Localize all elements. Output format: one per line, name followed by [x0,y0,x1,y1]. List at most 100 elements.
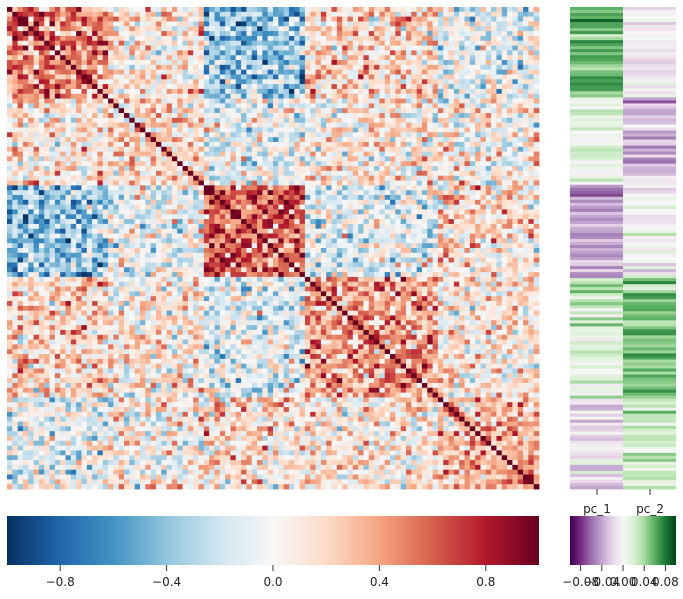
heatmap-cell [379,219,386,225]
heatmap-cell [304,137,311,143]
heatmap-cell [267,45,274,51]
heatmap-cell [22,11,29,18]
heatmap-cell [320,31,327,37]
heatmap-cell [219,219,226,225]
heatmap-cell [485,64,492,71]
heatmap-cell [326,21,332,27]
heatmap-cell [145,11,152,18]
heatmap-cell [7,7,13,13]
heatmap-cell [406,26,412,32]
heatmap-cell [44,45,50,51]
heatmap-cell [251,166,258,172]
heatmap-cell [501,108,508,114]
heatmap-cell [262,219,269,225]
heatmap-cell [187,209,194,215]
heatmap-cell [155,243,162,249]
heatmap-cell [347,238,354,244]
heatmap-cell [76,151,82,157]
heatmap-cell [219,79,226,85]
heatmap-cell [65,26,72,32]
heatmap-cell [475,180,481,186]
heatmap-cell [65,31,72,37]
heatmap-cell [273,132,279,138]
heatmap-cell [267,185,274,191]
heatmap-cell [533,233,540,239]
heatmap-cell [517,146,524,152]
heatmap-cell [124,156,130,162]
heatmap-cell [326,122,332,128]
heatmap-cell [86,50,93,56]
heatmap-cell [533,45,540,51]
heatmap-cell [150,21,157,27]
heatmap-cell [177,108,183,114]
heatmap-cell [411,117,418,124]
heatmap-cell [368,194,375,201]
heatmap-cell [475,161,481,167]
heatmap-cell [342,199,348,206]
heatmap-cell [363,40,370,46]
heatmap-cell [17,233,24,239]
heatmap-cell [283,93,290,99]
heatmap-cell [368,166,375,172]
heatmap-cell [49,93,56,99]
heatmap-cell [475,141,481,148]
heatmap-cell [187,214,194,220]
heatmap-cell [406,40,412,46]
heatmap-cell [374,60,380,66]
heatmap-cell [283,214,290,220]
heatmap-cell [161,64,167,71]
heatmap-cell [437,21,444,27]
heatmap-cell [262,180,269,186]
heatmap-cell [70,175,77,181]
heatmap-cell [102,161,109,167]
heatmap-cell [60,209,66,215]
heatmap-cell [517,185,524,191]
heatmap-cell [523,11,529,18]
heatmap-cell [81,35,88,42]
heatmap-cell [453,11,460,18]
heatmap-cell [193,190,199,196]
heatmap-cell [304,35,311,42]
heatmap-cell [81,170,88,177]
heatmap-cell [459,151,465,157]
heatmap-cell [448,31,455,37]
heatmap-cell [421,223,428,230]
heatmap-cell [28,185,34,191]
heatmap-cell [390,35,396,42]
heatmap-cell [363,204,370,210]
heatmap-cell [400,132,407,138]
heatmap-cell [273,60,279,66]
heatmap-cell [198,55,205,61]
heatmap-cell [262,194,269,201]
heatmap-cell [241,74,247,80]
heatmap-cell [235,219,242,225]
heatmap-cell [320,64,327,71]
heatmap-cell [70,137,77,143]
heatmap-cell [374,170,380,177]
heatmap-cell [257,137,263,143]
heatmap-cell [533,194,540,201]
heatmap-cell [97,64,104,71]
heatmap-cell [352,141,359,148]
heatmap-cell [395,185,402,191]
heatmap-cell [278,45,285,51]
heatmap-cell [443,98,449,104]
heatmap-cell [368,103,375,109]
heatmap-cell [427,45,433,51]
heatmap-cell [421,31,428,37]
heatmap-cell [453,113,460,119]
heatmap-cell [358,219,364,225]
heatmap-cell [358,64,364,71]
heatmap-cell [384,175,391,181]
heatmap-cell [12,35,19,42]
heatmap-cell [358,26,364,32]
heatmap-cell [235,93,242,99]
heatmap-cell [533,40,540,46]
heatmap-cell [140,180,146,186]
heatmap-cell [469,16,476,22]
heatmap-cell [102,35,109,42]
heatmap-cell [395,132,402,138]
heatmap-cell [304,103,311,109]
heatmap-cell [347,103,354,109]
heatmap-cell [294,69,300,75]
